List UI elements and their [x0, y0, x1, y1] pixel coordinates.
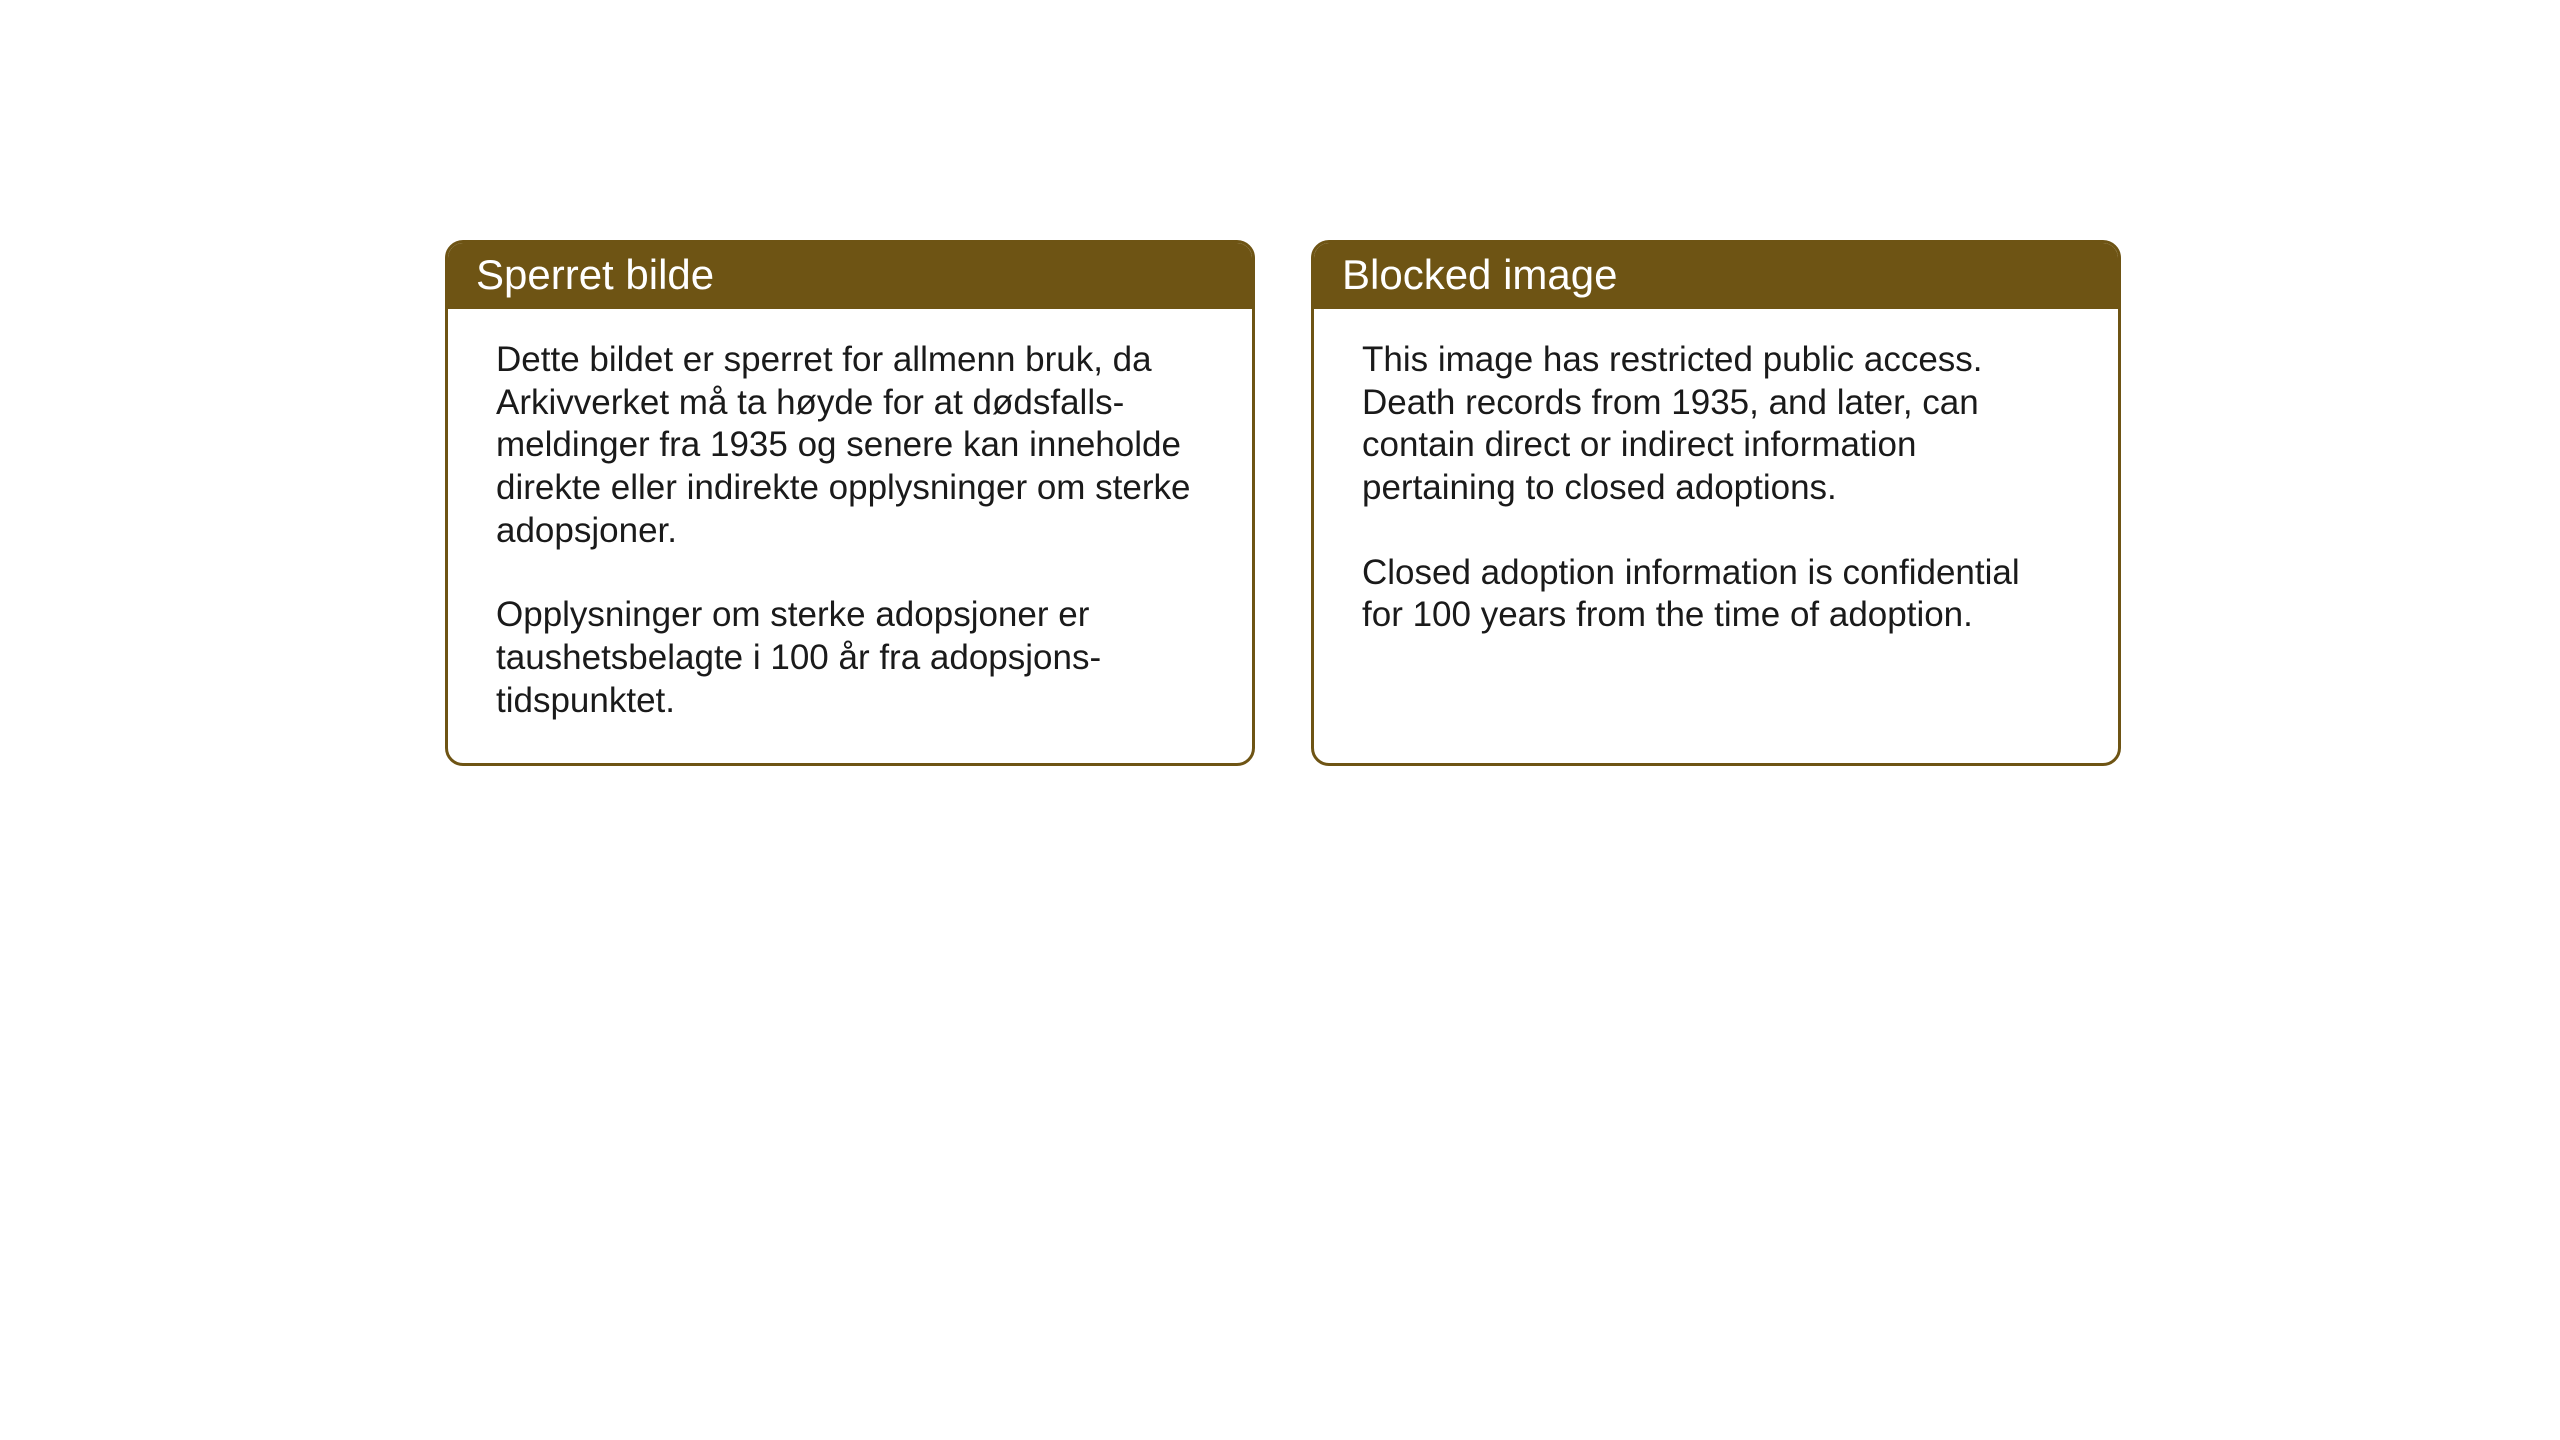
notice-header-norwegian: Sperret bilde — [448, 243, 1252, 309]
notice-card-norwegian: Sperret bilde Dette bildet er sperret fo… — [445, 240, 1255, 766]
notice-body-english: This image has restricted public access.… — [1314, 309, 2118, 739]
notice-header-english: Blocked image — [1314, 243, 2118, 309]
notice-paragraph: Opplysninger om sterke adopsjoner er tau… — [496, 594, 1204, 722]
notice-body-norwegian: Dette bildet er sperret for allmenn bruk… — [448, 309, 1252, 763]
notice-paragraph: Dette bildet er sperret for allmenn bruk… — [496, 339, 1204, 552]
notice-container: Sperret bilde Dette bildet er sperret fo… — [445, 240, 2121, 766]
notice-paragraph: This image has restricted public access.… — [1362, 339, 2070, 510]
notice-card-english: Blocked image This image has restricted … — [1311, 240, 2121, 766]
notice-paragraph: Closed adoption information is confident… — [1362, 552, 2070, 637]
